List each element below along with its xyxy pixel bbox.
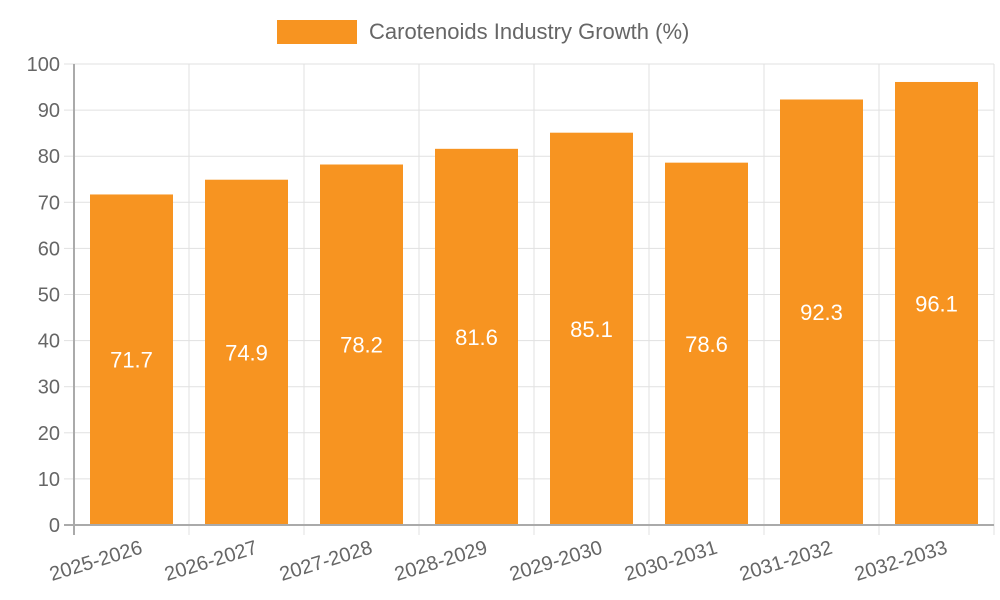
y-tick-label: 80 <box>38 146 60 168</box>
legend[interactable]: Carotenoids Industry Growth (%) <box>277 19 689 44</box>
data-label: 74.9 <box>225 340 268 365</box>
bar <box>665 162 748 526</box>
bar <box>90 194 173 525</box>
y-tick-label: 0 <box>49 515 60 537</box>
y-tick-label: 50 <box>38 285 60 307</box>
x-tick-label: 2032-2033 <box>852 537 950 586</box>
x-tick-label: 2031-2032 <box>737 537 835 586</box>
x-tick-label: 2029-2030 <box>507 537 605 586</box>
data-label: 85.1 <box>570 317 613 342</box>
data-label: 96.1 <box>915 291 958 316</box>
bar <box>205 179 288 525</box>
x-tick-labels: 2025-2026 2026-2027 2027-2028 2028-2029 2029… <box>47 537 950 586</box>
y-tick-label: 10 <box>38 469 60 491</box>
data-label: 71.7 <box>110 348 153 373</box>
data-label: 81.6 <box>455 325 498 350</box>
y-tick-label: 20 <box>38 423 60 445</box>
bar <box>550 132 633 525</box>
y-tick-label: 70 <box>38 192 60 214</box>
x-tick-label: 2025-2026 <box>47 537 145 586</box>
y-tick-label: 40 <box>38 331 60 353</box>
y-tick-label: 90 <box>38 100 60 122</box>
legend-label: Carotenoids Industry Growth (%) <box>369 19 689 44</box>
y-tick-label: 30 <box>38 377 60 399</box>
x-tick-label: 2028-2029 <box>392 537 490 586</box>
data-labels: 71.7 74.9 78.2 81.6 85.1 78.6 92.3 96.1 <box>110 291 958 372</box>
x-tick-label: 2030-2031 <box>622 537 720 586</box>
axes <box>64 64 994 535</box>
x-tick-label: 2027-2028 <box>277 537 375 586</box>
legend-swatch <box>277 20 357 44</box>
bar <box>895 81 978 525</box>
bars <box>90 81 978 526</box>
y-tick-label: 100 <box>27 54 60 76</box>
bar <box>435 148 518 525</box>
y-tick-label: 60 <box>38 238 60 260</box>
bar <box>780 99 863 525</box>
bar <box>320 164 403 526</box>
data-label: 78.2 <box>340 333 383 358</box>
y-tick-labels: 0 10 20 30 40 50 60 70 80 90 100 <box>27 54 60 537</box>
data-label: 92.3 <box>800 300 843 325</box>
x-tick-label: 2026-2027 <box>162 537 260 586</box>
data-label: 78.6 <box>685 332 728 357</box>
